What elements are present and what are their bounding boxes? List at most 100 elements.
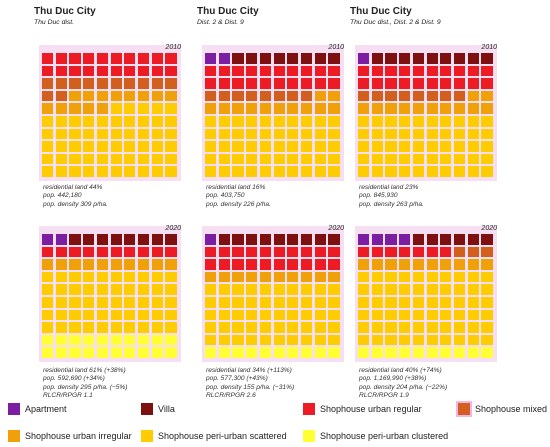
waffle-cell-peri-scattered [453,322,466,333]
waffle-cell-peri-scattered [165,153,177,165]
waffle-cell-mixed [205,90,217,102]
waffle-cell-mixed [259,90,272,102]
legend-item-peri-scattered: Shophouse peri-urban scattered [141,430,287,442]
waffle-cell-urban-regular [110,53,122,64]
stat-line: pop. density 263 p/ha. [359,200,424,208]
waffle-cell-urban-regular [137,53,150,64]
waffle-cell-villa [218,234,230,245]
waffle-cell-urban-regular [273,78,285,89]
legend-item-villa: Villa [141,403,175,415]
waffle-cell-peri-clustered [440,347,452,358]
waffle-cell-peri-scattered [440,297,452,308]
waffle-cell-peri-scattered [124,141,136,152]
waffle-cell-peri-scattered [481,166,493,177]
waffle-cell-urban-regular [165,65,177,77]
waffle-cell-urban-irregular [300,103,313,114]
waffle-cell-villa [287,53,299,64]
waffle-cell-peri-scattered [481,284,493,295]
waffle-cell-peri-scattered [55,116,67,127]
waffle-cell-peri-scattered [55,141,67,152]
waffle-cell-villa [481,53,493,64]
waffle-cell-peri-scattered [137,116,150,127]
waffle-cell-urban-regular [246,78,258,89]
panel-city-title: Thu Duc City [197,6,259,17]
waffle-cell-urban-regular [259,259,272,270]
waffle-cell-peri-scattered [371,334,383,346]
waffle-cell-peri-scattered [385,116,397,127]
waffle-cell-peri-scattered [83,297,95,308]
waffle-cell-urban-regular [110,65,122,77]
waffle-cell-urban-regular [328,259,340,270]
waffle-cell-villa [300,234,313,245]
waffle-cell-peri-scattered [412,166,425,177]
stat-line: pop. 845,930 [359,192,398,200]
stat-line: residential land 23% [359,184,419,191]
waffle-cell-urban-irregular [314,103,326,114]
waffle-cell-peri-scattered [165,309,177,321]
waffle-cell-peri-scattered [137,141,150,152]
waffle-cell-peri-scattered [259,297,272,308]
waffle-cell-urban-regular [205,78,217,89]
waffle-cell-urban-irregular [358,103,370,114]
waffle-cell-peri-scattered [440,141,452,152]
waffle-cell-villa [467,234,479,245]
waffle-cell-peri-scattered [314,116,326,127]
waffle-cell-peri-scattered [358,334,370,346]
waffle-cell-peri-scattered [426,128,438,140]
waffle-cell-peri-scattered [246,141,258,152]
waffle-cell-urban-regular [137,246,150,258]
waffle-cell-urban-regular [151,53,163,64]
waffle-cell-peri-scattered [300,284,313,295]
waffle-cell-peri-clustered [69,347,81,358]
waffle-cell-peri-scattered [371,309,383,321]
waffle-cell-villa [165,234,177,245]
waffle-cell-peri-scattered [328,153,340,165]
waffle-cell-peri-clustered [55,334,67,346]
waffle-cell-peri-scattered [218,116,230,127]
waffle-cell-urban-irregular [259,103,272,114]
waffle-cell-peri-scattered [467,128,479,140]
waffle-cell-villa [246,234,258,245]
waffle-cell-urban-irregular [165,259,177,270]
waffle-cell-peri-scattered [328,334,340,346]
waffle-cell-peri-clustered [151,334,163,346]
legend-swatch [141,403,153,415]
waffle-cell-peri-scattered [218,334,230,346]
waffle-cell-villa [151,234,163,245]
waffle-cell-peri-scattered [426,309,438,321]
waffle-cell-peri-scattered [259,141,272,152]
waffle-cell-peri-scattered [151,309,163,321]
waffle-cell-peri-scattered [151,297,163,308]
waffle-cell-urban-regular [300,246,313,258]
waffle-cell-peri-scattered [481,334,493,346]
waffle-cell-peri-scattered [453,153,466,165]
waffle-cell-peri-scattered [83,309,95,321]
legend-swatch [458,403,470,415]
waffle-cell-peri-scattered [412,284,425,295]
waffle-cell-villa [259,53,272,64]
waffle-cell-urban-irregular [453,103,466,114]
waffle-cell-peri-clustered [328,347,340,358]
waffle-cell-urban-regular [205,246,217,258]
waffle-cell-peri-scattered [42,166,54,177]
waffle-cell-peri-clustered [259,347,272,358]
waffle-cell-peri-scattered [259,309,272,321]
waffle-cell-urban-irregular [300,271,313,283]
waffle-cell-peri-clustered [151,347,163,358]
legend-item-peri-clustered: Shophouse peri-urban clustered [303,430,448,442]
waffle-cell-urban-regular [96,53,109,64]
waffle-cell-peri-scattered [399,284,411,295]
waffle-cell-urban-regular [385,246,397,258]
waffle-cell-peri-scattered [440,166,452,177]
waffle-cell-peri-scattered [218,322,230,333]
waffle-cell-peri-scattered [300,141,313,152]
waffle-cell-peri-scattered [205,284,217,295]
waffle-cell-peri-scattered [385,141,397,152]
waffle-cell-peri-scattered [358,141,370,152]
stat-line: residential land 44% [43,184,103,191]
waffle-cell-peri-scattered [137,297,150,308]
waffle-cell-urban-regular [232,259,244,270]
waffle-cell-peri-scattered [205,334,217,346]
panel-subtitle: Thu Duc dist., Dist. 2 & Dist. 9 [350,19,441,26]
waffle-cell-villa [371,53,383,64]
